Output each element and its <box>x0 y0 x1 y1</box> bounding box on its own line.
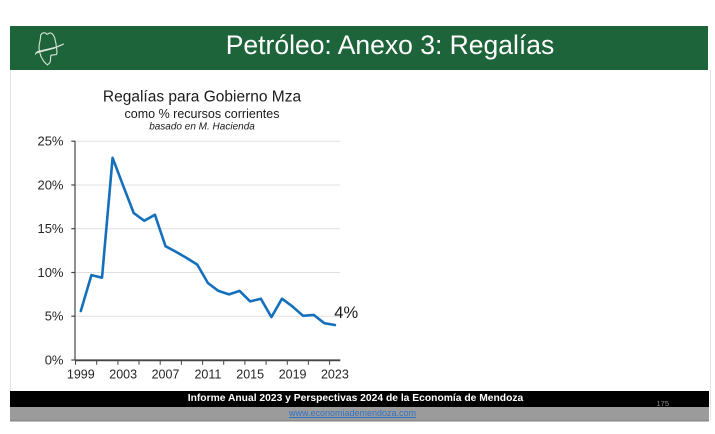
svg-text:10%: 10% <box>37 265 63 280</box>
svg-text:Regalías para Gobierno Mza: Regalías para Gobierno Mza <box>103 89 302 106</box>
svg-text:5%: 5% <box>45 309 64 324</box>
svg-text:como % recursos corrientes: como % recursos corrientes <box>125 107 280 121</box>
svg-text:2003: 2003 <box>109 368 137 382</box>
svg-text:2011: 2011 <box>194 368 221 382</box>
svg-text:0%: 0% <box>45 353 64 368</box>
svg-text:2007: 2007 <box>152 368 180 382</box>
svg-text:15%: 15% <box>37 221 63 236</box>
svg-text:2019: 2019 <box>279 368 307 382</box>
svg-text:25%: 25% <box>37 134 63 149</box>
svg-text:2023: 2023 <box>321 368 349 382</box>
svg-text:basado en M. Hacienda: basado en M. Hacienda <box>149 122 255 133</box>
svg-text:2015: 2015 <box>236 368 264 382</box>
svg-text:20%: 20% <box>37 178 63 193</box>
svg-text:1999: 1999 <box>67 368 95 382</box>
svg-text:4%: 4% <box>334 304 358 322</box>
